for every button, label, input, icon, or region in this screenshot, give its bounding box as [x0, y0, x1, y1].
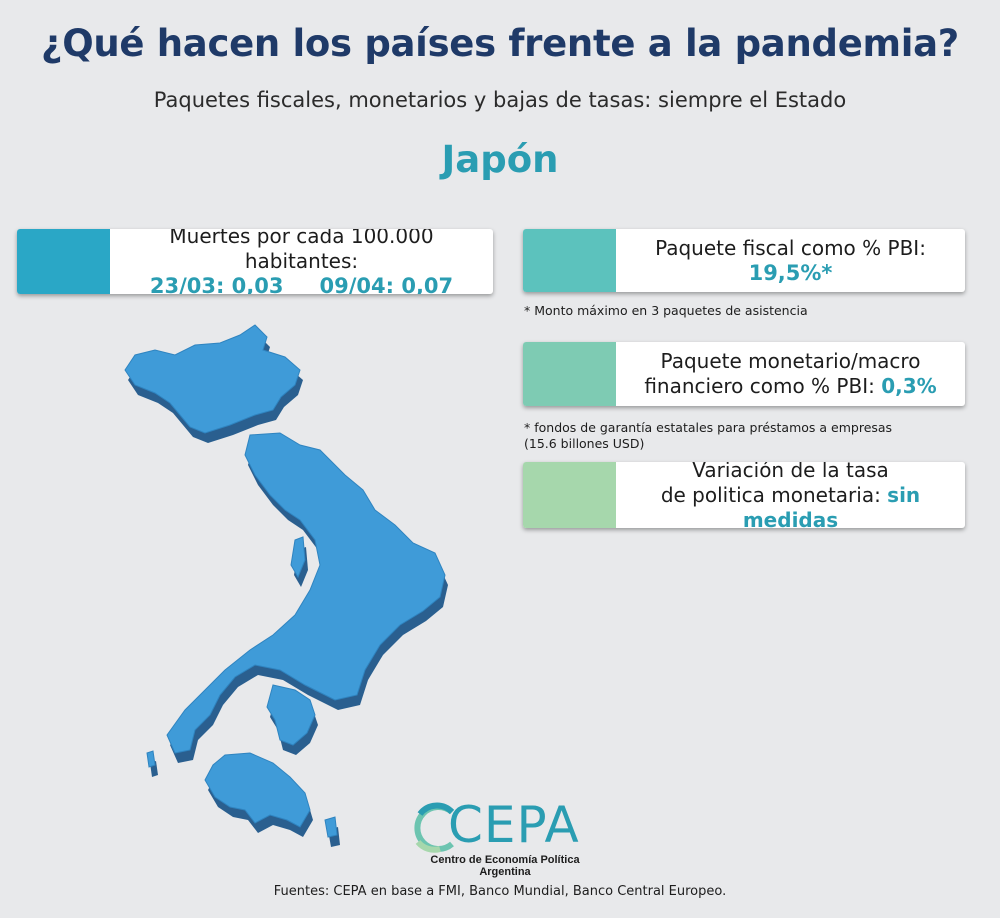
rate-label-2: de politica monetaria: — [660, 482, 881, 507]
fiscal-label: Paquete fiscal como % PBI: — [655, 235, 926, 260]
deaths-card: Muertes por cada 100.000 habitantes: 23/… — [17, 229, 493, 294]
cepa-logo-ring-icon — [414, 802, 455, 853]
monetary-value: 0,3% — [881, 374, 937, 398]
monetary-card: Paquete monetario/macro financiero como … — [523, 342, 965, 406]
deaths-label: Muertes por cada 100.000 habitantes: — [169, 229, 434, 273]
deaths-card-swatch — [17, 229, 110, 294]
deaths-value-1: 23/03: 0,03 — [149, 274, 284, 294]
rate-value: sin medidas — [742, 482, 921, 529]
monetary-note: * fondos de garantía estatales para prés… — [524, 420, 892, 452]
country-name: Japón — [441, 138, 559, 181]
fiscal-card: Paquete fiscal como % PBI: 19,5%* — [523, 229, 965, 292]
cepa-logo-letters: CEPA — [448, 796, 580, 854]
deaths-value-2: 09/04: 0,07 — [319, 274, 454, 294]
page-title: ¿Qué hacen los países frente a la pandem… — [41, 22, 959, 65]
deaths-values: 23/03: 0,03 09/04: 0,07 — [150, 274, 453, 294]
fiscal-note: * Monto máximo en 3 paquetes de asistenc… — [524, 303, 808, 318]
cepa-logo: CEPA Centro de Economía Política Argenti… — [410, 796, 600, 878]
monetary-label-2: financiero como % PBI: — [644, 374, 875, 398]
monetary-card-swatch — [523, 342, 616, 406]
rate-card: Variación de la tasa de politica monetar… — [523, 462, 965, 528]
cepa-logo-subtitle: Centro de Economía Política Argentina — [430, 854, 580, 878]
rate-card-swatch — [523, 462, 616, 528]
rate-label-1: Variación de la tasa — [692, 462, 889, 482]
monetary-note-line-2: (15.6 billones USD) — [524, 436, 645, 451]
japan-map-icon — [124, 324, 448, 847]
monetary-label-1: Paquete monetario/macro — [660, 349, 921, 373]
fiscal-card-swatch — [523, 229, 616, 292]
monetary-note-line-1: * fondos de garantía estatales para prés… — [524, 420, 893, 435]
sources-footer: Fuentes: CEPA en base a FMI, Banco Mundi… — [273, 884, 727, 899]
fiscal-value: 19,5%* — [748, 260, 833, 285]
page-subtitle: Paquetes fiscales, monetarios y bajas de… — [153, 88, 847, 112]
